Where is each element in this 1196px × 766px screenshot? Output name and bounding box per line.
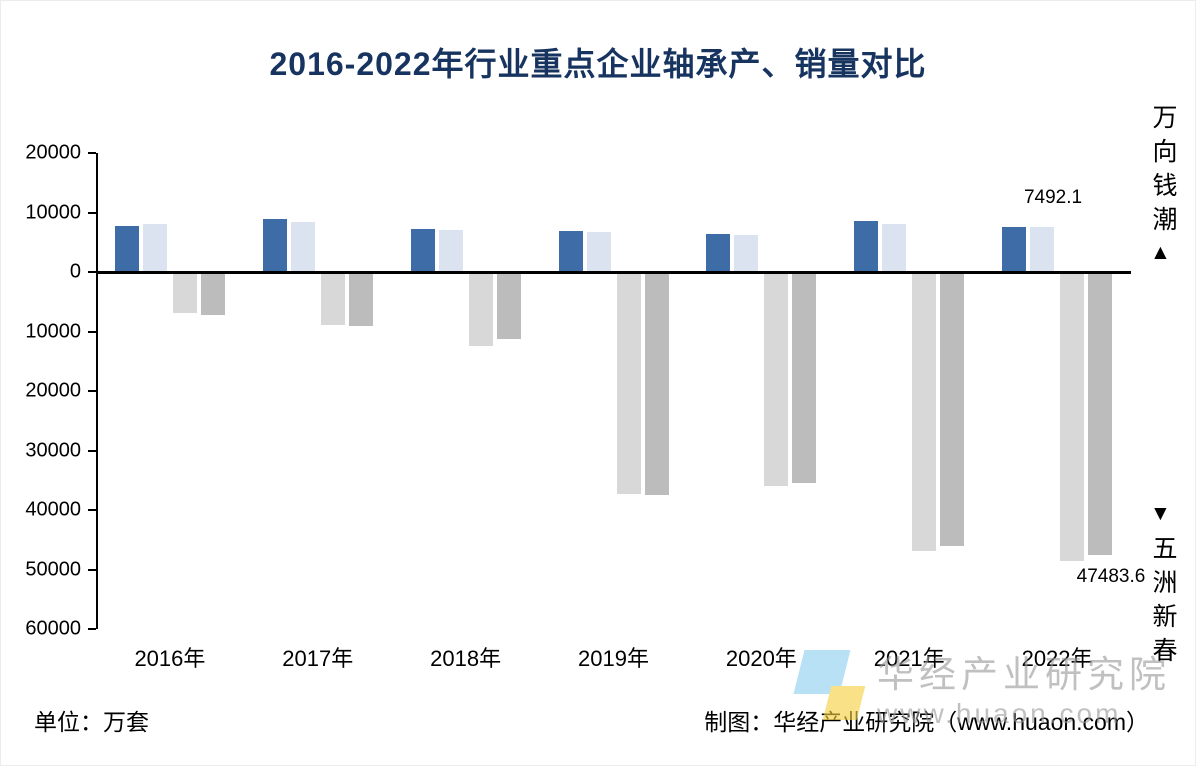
legend-company-bottom: 五洲新春 xyxy=(1149,535,1177,671)
bar-series3-2022年 xyxy=(1088,272,1113,555)
y-tick-label: 20000 xyxy=(25,141,81,164)
bar-series2-2018年 xyxy=(468,272,493,346)
bar-series3-2018年 xyxy=(496,272,521,340)
bar-series3-2021年 xyxy=(940,272,965,547)
bar-series0-2017年 xyxy=(262,219,287,272)
x-tick-label: 2022年 xyxy=(1021,646,1093,671)
bar-series2-2019年 xyxy=(616,272,641,494)
y-tick-label: 50000 xyxy=(25,558,81,580)
bar-series3-2019年 xyxy=(644,272,669,496)
x-tick-label: 2017年 xyxy=(282,646,354,671)
bar-series0-2022年 xyxy=(1002,226,1027,272)
bar-series1-2022年 xyxy=(1030,227,1055,272)
x-axis-labels: 2016年 2017年 2018年 2019年 2020年 2021年 2022年 xyxy=(96,641,1131,673)
bar-series1-2018年 xyxy=(438,229,463,272)
y-tick-label: 0 xyxy=(69,260,81,283)
x-tick-label: 2020年 xyxy=(725,646,797,671)
bar-series2-2020年 xyxy=(764,272,789,487)
y-axis-line xyxy=(96,153,98,629)
y-tick-mark xyxy=(88,628,96,630)
bar-series0-2019年 xyxy=(558,230,583,272)
y-tick-mark xyxy=(88,330,96,333)
x-tick-label: 2018年 xyxy=(430,646,502,671)
bars-layer xyxy=(96,153,1131,629)
unit-label: 单位：万套 xyxy=(34,709,149,735)
y-tick-mark xyxy=(88,509,96,511)
bar-series0-2018年 xyxy=(410,229,435,272)
bar-series2-2016年 xyxy=(172,272,197,314)
bar-series1-2021年 xyxy=(882,223,907,272)
bar-series0-2021年 xyxy=(854,220,879,272)
bar-series2-2021年 xyxy=(912,272,937,552)
y-tick-mark xyxy=(88,568,96,571)
logo-yellow-shape xyxy=(822,686,866,720)
y-tick-mark xyxy=(88,271,96,273)
y-tick-mark xyxy=(88,211,96,214)
y-axis-ticks xyxy=(88,152,96,630)
value-label-bottom: 47483.6 xyxy=(1076,566,1146,587)
zero-axis-line xyxy=(96,271,1131,274)
watermark-name: 华经产业研究院 xyxy=(877,654,1171,695)
huaon-logo-icon xyxy=(789,648,869,726)
y-tick-mark xyxy=(88,152,96,154)
up-triangle-icon: ▲ xyxy=(1150,241,1171,264)
y-tick-label: 10000 xyxy=(25,320,81,342)
x-tick-label: 2016年 xyxy=(134,646,206,671)
watermark: 华经产业研究院 www.huaon.com xyxy=(789,644,1171,730)
watermark-text: 华经产业研究院 www.huaon.com xyxy=(877,644,1171,730)
bar-series1-2017年 xyxy=(290,222,315,272)
value-label-top: 7492.1 xyxy=(1023,187,1083,208)
credit-label: 制图：华经产业研究院（www.huaon.com） xyxy=(704,709,1149,735)
bar-series3-2020年 xyxy=(792,272,817,484)
bar-series2-2017年 xyxy=(320,272,345,325)
bar-series2-2022年 xyxy=(1060,272,1085,562)
bar-series1-2020年 xyxy=(734,234,759,272)
bar-series1-2019年 xyxy=(586,232,611,272)
y-tick-mark xyxy=(88,390,96,392)
down-triangle-icon: ▼ xyxy=(1150,502,1171,525)
chart-title: 2016-2022年行业重点企业轴承产、销量对比 xyxy=(269,46,927,82)
bar-series1-2016年 xyxy=(142,223,167,272)
y-tick-label: 60000 xyxy=(25,617,81,640)
x-tick-label: 2021年 xyxy=(873,646,945,671)
y-tick-label: 30000 xyxy=(25,439,81,461)
y-tick-label: 20000 xyxy=(25,379,81,402)
watermark-site: www.huaon.com xyxy=(877,698,1122,729)
bar-series3-2017年 xyxy=(348,272,373,327)
y-tick-label: 40000 xyxy=(25,498,81,521)
y-tick-label: 10000 xyxy=(25,201,81,223)
bar-series3-2016年 xyxy=(200,272,225,315)
bar-series0-2020年 xyxy=(706,233,731,272)
y-tick-mark xyxy=(88,449,96,452)
y-axis-labels: 20000 10000 0 10000 20000 30000 40000 50000 6000… xyxy=(1,142,83,640)
bar-series0-2016年 xyxy=(114,226,139,272)
legend-company-top: 万向钱潮 xyxy=(1149,104,1177,240)
x-tick-label: 2019年 xyxy=(578,646,649,671)
plot-area xyxy=(96,153,1131,629)
